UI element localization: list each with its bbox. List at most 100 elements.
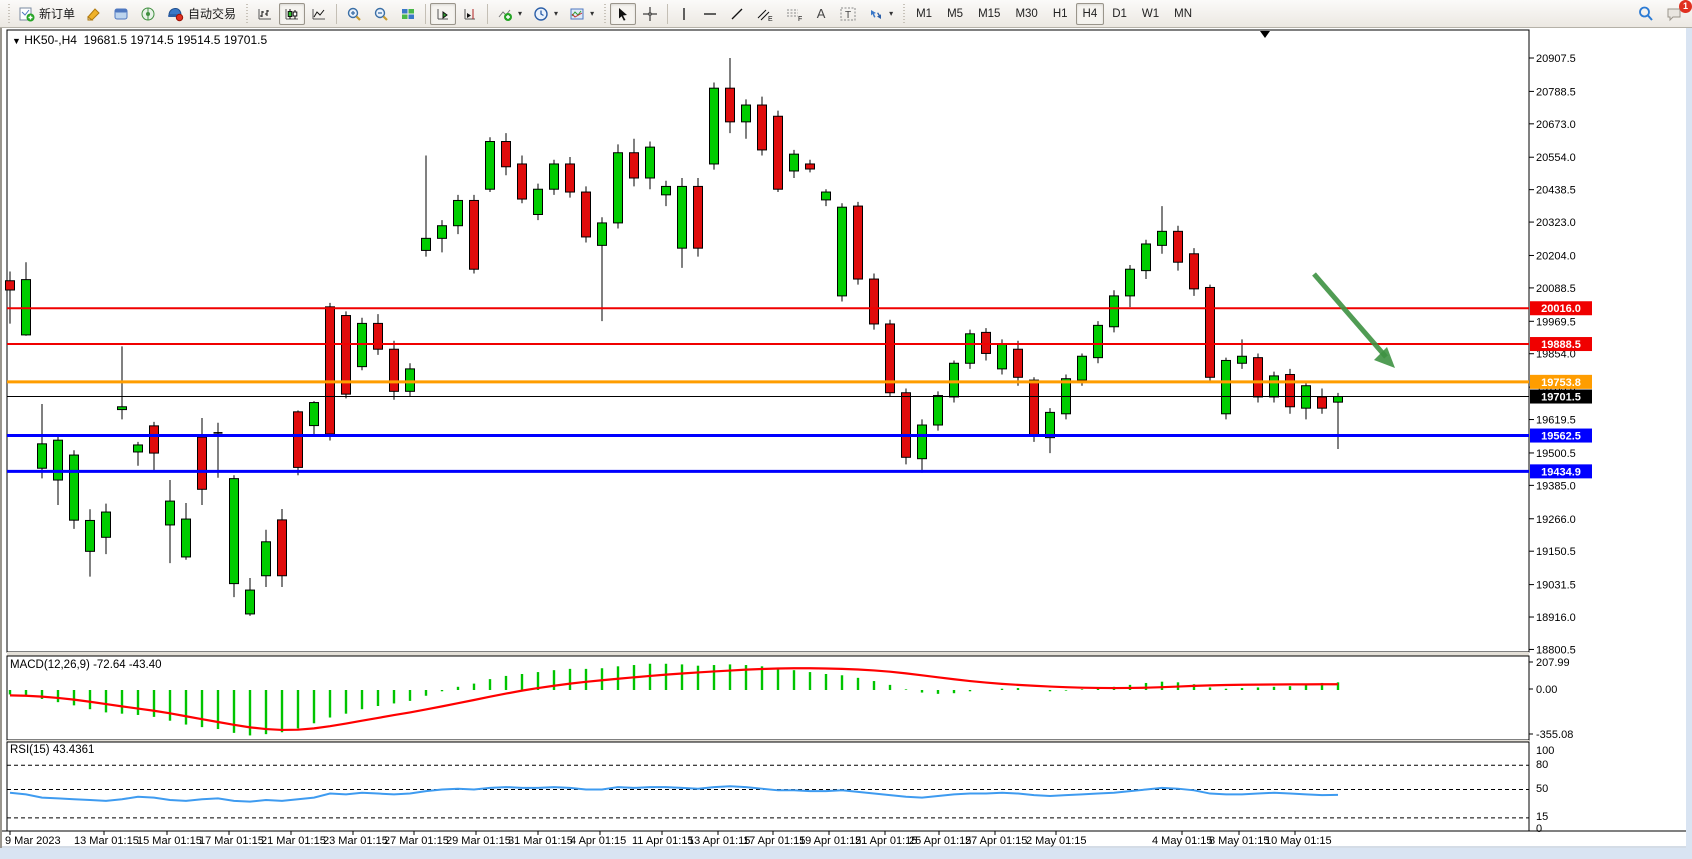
chart-shift-marker[interactable] xyxy=(1260,31,1270,38)
timeframe-d1-button[interactable]: D1 xyxy=(1112,7,1127,20)
auto-scroll-icon xyxy=(435,6,451,22)
bar-chart-type-button[interactable] xyxy=(252,3,278,25)
vertical-line-tool-button[interactable] xyxy=(672,3,696,25)
svg-text:20554.0: 20554.0 xyxy=(1536,152,1576,164)
dropdown-caret: ▾ xyxy=(889,9,894,18)
chart-window: 20907.5 20788.5 20673.0 20554.0 20438.5 20323… xyxy=(0,28,1692,848)
candle xyxy=(85,519,95,552)
auto-trading-button[interactable]: 自动交易 xyxy=(162,3,241,25)
svg-text:18916.0: 18916.0 xyxy=(1536,612,1576,624)
svg-text:19562.5: 19562.5 xyxy=(1541,431,1581,443)
candles xyxy=(5,58,1343,616)
chart-window-button[interactable] xyxy=(108,3,134,25)
price-line-tag xyxy=(1530,337,1592,352)
horizontal-line-tool-button[interactable] xyxy=(697,3,723,25)
date-label: 31 Mar 01:15 xyxy=(508,835,573,847)
cursor-tool-button[interactable] xyxy=(610,2,637,25)
fibonacci-icon: F xyxy=(785,6,803,23)
chart-shift-icon xyxy=(462,6,478,22)
toolbar-grip xyxy=(602,3,608,24)
crosshair-tool-button[interactable] xyxy=(637,3,663,25)
svg-text:19150.5: 19150.5 xyxy=(1536,546,1576,558)
zoom-in-button[interactable] xyxy=(341,3,367,25)
svg-text:19619.5: 19619.5 xyxy=(1536,415,1576,427)
candle xyxy=(229,478,239,585)
timeframe-m30-button[interactable]: M30 xyxy=(1015,7,1038,20)
svg-text:T: T xyxy=(845,10,851,21)
templates-button[interactable]: ▾ xyxy=(564,3,599,25)
templates-icon xyxy=(569,6,585,22)
new-order-label: 新订单 xyxy=(39,7,76,21)
svg-text:19701.5: 19701.5 xyxy=(1541,392,1581,404)
candle xyxy=(133,444,143,453)
timeframe-h1-button[interactable]: H1 xyxy=(1052,7,1068,20)
toolbar-separator xyxy=(667,3,669,24)
indicators-button[interactable]: ▾ xyxy=(492,3,527,25)
trendline-tool-button[interactable] xyxy=(724,3,750,25)
symbol-dropdown-arrow-icon[interactable]: ▼ xyxy=(12,36,21,46)
text-tool-button[interactable]: A xyxy=(809,3,833,25)
candlestick-chart-type-button[interactable] xyxy=(279,2,306,25)
rsi-pane[interactable] xyxy=(6,741,1530,832)
candle xyxy=(853,205,863,280)
candle xyxy=(373,322,383,350)
text-label-tool-button[interactable]: T xyxy=(834,3,862,25)
periods-button[interactable]: ▾ xyxy=(528,3,563,25)
main-toolbar: 新订单 自动交易 xyxy=(0,0,1692,28)
macd-pane[interactable] xyxy=(6,655,1530,741)
candle xyxy=(277,519,287,577)
window-bottom-gutter xyxy=(0,848,1692,859)
line-chart-type-button[interactable] xyxy=(306,3,332,25)
search-button[interactable] xyxy=(1632,3,1659,25)
date-label: 21 Mar 01:15 xyxy=(261,835,326,847)
radar-button[interactable] xyxy=(135,3,161,25)
tile-windows-button[interactable] xyxy=(395,3,421,25)
channel-tool-button[interactable]: E xyxy=(751,3,779,25)
svg-text:19266.0: 19266.0 xyxy=(1536,514,1576,526)
candle xyxy=(1157,230,1167,246)
timeframe-mn-button[interactable]: MN xyxy=(1174,7,1193,20)
candle xyxy=(1029,379,1039,437)
date-label: 11 Apr 01:15 xyxy=(632,835,694,847)
text-icon: A xyxy=(816,5,826,21)
candle xyxy=(773,115,783,190)
timeframe-w1-button[interactable]: W1 xyxy=(1141,7,1160,20)
candle xyxy=(1285,373,1295,408)
fibonacci-tool-button[interactable]: F xyxy=(780,3,808,25)
arrows-tool-button[interactable]: ▾ xyxy=(863,3,898,25)
chart-plot[interactable]: 20907.5 20788.5 20673.0 20554.0 20438.5 20323… xyxy=(2,28,1692,848)
auto-scroll-button[interactable] xyxy=(430,2,457,25)
timeframe-m15-button[interactable]: M15 xyxy=(978,7,1001,20)
arrow-objects-icon xyxy=(868,6,884,22)
price-line-tag xyxy=(1530,374,1592,389)
candle xyxy=(549,163,559,190)
time-axis[interactable] xyxy=(2,830,1692,848)
timeframe-m5-button[interactable]: M5 xyxy=(947,7,964,20)
new-order-button[interactable]: 新订单 xyxy=(14,3,80,25)
candlestick-chart-icon xyxy=(284,6,300,22)
price-axis[interactable] xyxy=(1529,57,1534,650)
macd-scale-label: 207.99 xyxy=(1536,657,1570,669)
zoom-out-button[interactable] xyxy=(368,3,394,25)
date-label: 2 May 01:15 xyxy=(1026,835,1087,847)
candle xyxy=(789,153,799,172)
svg-text:19969.5: 19969.5 xyxy=(1536,316,1576,328)
candle xyxy=(981,331,991,354)
main-pane[interactable] xyxy=(6,29,1530,653)
date-label: 25 Apr 01:15 xyxy=(909,835,971,847)
candle xyxy=(181,518,191,558)
macd-signal-line xyxy=(9,667,1338,732)
candle xyxy=(949,362,959,398)
candle xyxy=(53,439,63,481)
svg-text:20907.5: 20907.5 xyxy=(1536,53,1576,65)
timeframe-h4-button[interactable]: H4 xyxy=(1075,2,1105,25)
window-right-gutter xyxy=(1686,28,1692,848)
timeframe-m1-button[interactable]: M1 xyxy=(916,7,933,20)
candle xyxy=(1333,396,1343,403)
candle xyxy=(69,454,79,521)
candle xyxy=(197,436,207,490)
notifications-button[interactable]: 1 xyxy=(1660,0,1692,25)
chart-shift-button[interactable] xyxy=(457,3,483,25)
annotation-arrow[interactable] xyxy=(1312,272,1388,359)
crayon-button[interactable] xyxy=(81,3,107,25)
